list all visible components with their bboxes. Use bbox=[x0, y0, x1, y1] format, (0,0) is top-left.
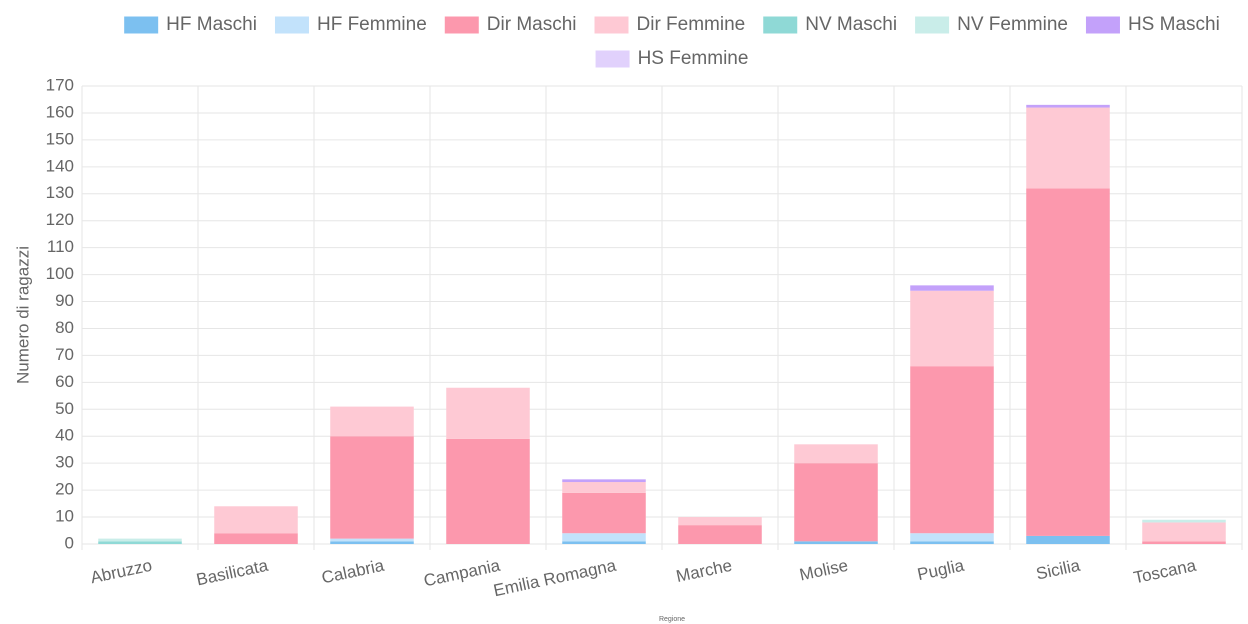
y-tick-label: 150 bbox=[46, 129, 74, 148]
y-tick-label: 140 bbox=[46, 156, 74, 175]
x-tick-label: Puglia bbox=[916, 556, 967, 585]
bar-segment bbox=[794, 463, 878, 542]
legend-label: HS Maschi bbox=[1128, 14, 1220, 35]
bar-segment bbox=[1026, 107, 1110, 189]
bar-segment bbox=[910, 541, 994, 544]
bar-segment bbox=[1026, 535, 1110, 544]
bar-segment bbox=[562, 482, 646, 493]
bar-segment bbox=[1142, 519, 1226, 523]
bar-segment bbox=[214, 506, 298, 534]
y-tick-label: 160 bbox=[46, 102, 74, 121]
bar-segment bbox=[910, 533, 994, 542]
y-tick-label: 60 bbox=[55, 372, 74, 391]
x-tick-label: Campania bbox=[422, 556, 502, 591]
legend-swatch bbox=[595, 50, 630, 68]
legend-swatch bbox=[915, 16, 950, 34]
legend-label: HF Femmine bbox=[317, 14, 427, 35]
x-tick-label: Molise bbox=[798, 556, 850, 585]
legend-swatch bbox=[444, 16, 479, 34]
bar-segment bbox=[562, 479, 646, 483]
bar-segment bbox=[910, 290, 994, 367]
bar-segment bbox=[330, 538, 414, 542]
bar-segment bbox=[794, 541, 878, 544]
legend-label: Dir Femmine bbox=[637, 14, 746, 35]
legend-item[interactable]: HF Maschi bbox=[124, 14, 257, 35]
x-tick-label: Toscana bbox=[1132, 556, 1198, 588]
legend-label: NV Maschi bbox=[805, 14, 897, 35]
legend-label: HS Femmine bbox=[638, 48, 749, 69]
bar-segment bbox=[1026, 188, 1110, 536]
x-tick-label: Emilia Romagna bbox=[492, 556, 618, 601]
bar-segment bbox=[330, 436, 414, 539]
x-tick-label: Abruzzo bbox=[89, 556, 154, 588]
y-tick-label: 110 bbox=[47, 237, 74, 256]
y-tick-label: 10 bbox=[55, 507, 74, 526]
y-tick-label: 130 bbox=[46, 183, 74, 202]
legend-swatch bbox=[763, 16, 798, 34]
bar-segment bbox=[562, 533, 646, 542]
x-tick-label: Sicilia bbox=[1034, 556, 1082, 584]
y-tick-label: 120 bbox=[46, 210, 74, 229]
y-tick-label: 100 bbox=[46, 264, 74, 283]
y-axis-title: Numero di ragazzi bbox=[13, 246, 32, 384]
legend-item[interactable]: HS Maschi bbox=[1085, 14, 1220, 35]
legend-swatch bbox=[1085, 16, 1120, 34]
y-tick-label: 40 bbox=[55, 426, 74, 445]
bar-segment bbox=[678, 517, 762, 526]
bar-segment bbox=[330, 541, 414, 544]
legend-item[interactable]: Dir Maschi bbox=[444, 14, 577, 35]
bar-segment bbox=[1026, 104, 1110, 108]
x-tick-label: Basilicata bbox=[195, 556, 271, 590]
legend-item[interactable]: HS Femmine bbox=[595, 48, 749, 69]
bar-segment bbox=[910, 285, 994, 291]
bar-segment bbox=[446, 438, 530, 544]
legend-item[interactable]: NV Femmine bbox=[915, 14, 1068, 35]
bar-segment bbox=[910, 366, 994, 534]
bar-segment bbox=[562, 492, 646, 534]
bar-segment bbox=[678, 525, 762, 544]
x-tick-label: Marche bbox=[674, 556, 733, 586]
legend-label: Dir Maschi bbox=[487, 14, 577, 35]
y-tick-label: 30 bbox=[55, 453, 74, 472]
bar-segment bbox=[330, 406, 414, 437]
bar-segment bbox=[446, 387, 530, 439]
x-axis-title: Regione bbox=[659, 616, 685, 623]
bar-segment bbox=[214, 533, 298, 544]
y-tick-label: 70 bbox=[55, 345, 74, 364]
bar-segment bbox=[1142, 522, 1226, 542]
y-tick-label: 0 bbox=[65, 533, 74, 552]
legend-label: NV Femmine bbox=[957, 14, 1068, 35]
y-tick-label: 50 bbox=[55, 399, 74, 418]
y-tick-label: 90 bbox=[55, 291, 74, 310]
legend-item[interactable]: NV Maschi bbox=[763, 14, 897, 35]
y-tick-label: 170 bbox=[46, 75, 74, 94]
bar-segment bbox=[98, 541, 182, 544]
bar-segment bbox=[794, 444, 878, 464]
bar-segment bbox=[98, 538, 182, 542]
legend-item[interactable]: Dir Femmine bbox=[594, 14, 746, 35]
y-tick-label: 80 bbox=[55, 318, 74, 337]
bar-segment bbox=[562, 541, 646, 544]
y-tick-label: 20 bbox=[55, 480, 74, 499]
bar-segment bbox=[1142, 541, 1226, 544]
legend-swatch bbox=[594, 16, 629, 34]
x-tick-label: Calabria bbox=[320, 556, 386, 588]
legend-swatch bbox=[124, 16, 159, 34]
legend-swatch bbox=[274, 16, 309, 34]
legend-item[interactable]: HF Femmine bbox=[274, 14, 427, 35]
legend-label: HF Maschi bbox=[166, 14, 257, 35]
